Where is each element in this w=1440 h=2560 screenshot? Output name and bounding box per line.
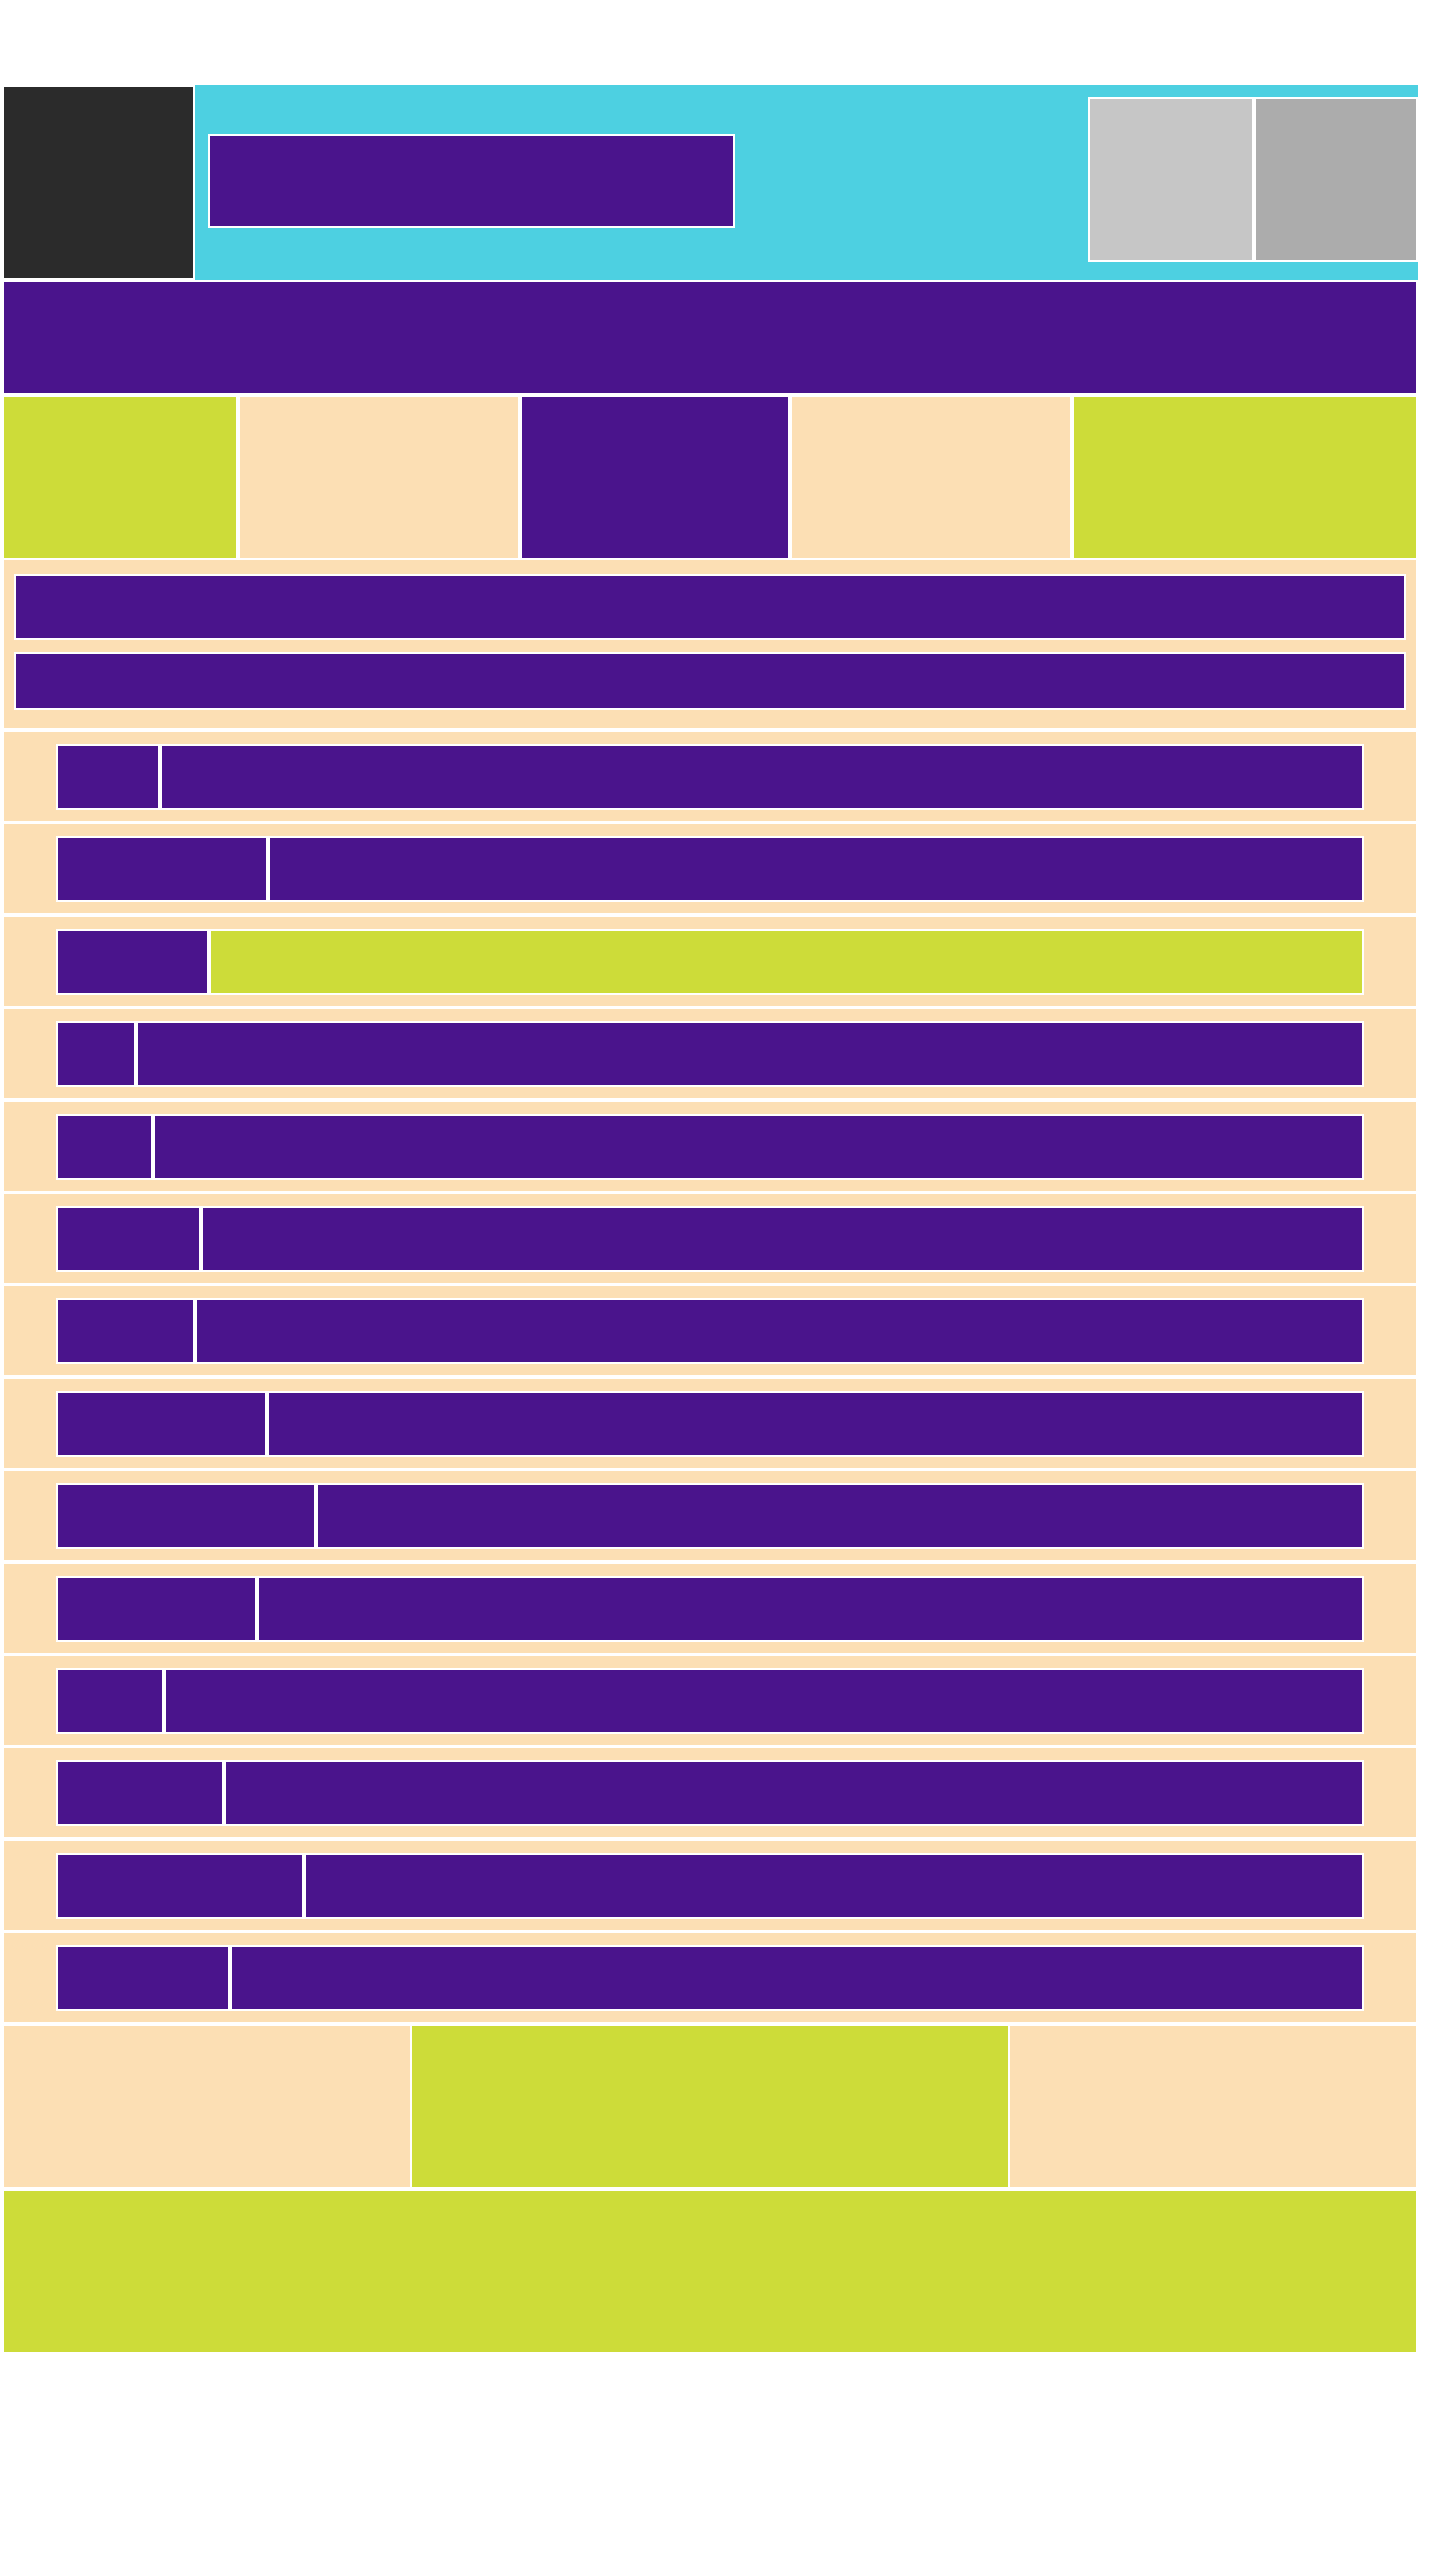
row-value-text (211, 931, 1362, 943)
row-value[interactable] (209, 929, 1364, 995)
tab-1[interactable] (2, 395, 238, 560)
row-label-text (58, 1393, 265, 1405)
row-value[interactable] (224, 1760, 1364, 1826)
section-title-text (16, 576, 1404, 588)
footer-center-button[interactable] (410, 2024, 1010, 2189)
row-value[interactable] (316, 1483, 1364, 1549)
row-label-text (58, 1485, 314, 1497)
row-value-text (162, 746, 1362, 758)
row-value[interactable] (267, 1391, 1364, 1457)
row-label-text (58, 1300, 193, 1312)
row-label-text (58, 746, 158, 758)
row-value[interactable] (153, 1114, 1364, 1180)
image-icon[interactable] (1254, 97, 1418, 262)
row-label (56, 1576, 257, 1642)
row-label-text (58, 838, 266, 850)
row-label (56, 1760, 224, 1826)
row-value[interactable] (160, 744, 1364, 810)
banner (2, 280, 1418, 395)
row-label (56, 929, 209, 995)
row-label (56, 1483, 316, 1549)
tab-5[interactable] (1072, 395, 1418, 560)
tab-label (240, 397, 518, 409)
row-value-text (269, 1393, 1362, 1405)
footer-center-text (412, 2026, 1008, 2038)
tab-label (522, 397, 788, 409)
footer-bar-text (4, 2191, 1416, 2203)
row-value-text (259, 1578, 1362, 1590)
header-title-text (210, 136, 733, 148)
row-value-text (197, 1300, 1362, 1312)
section-subtitle (14, 652, 1406, 710)
row-value-text (318, 1485, 1362, 1497)
header-title (208, 134, 735, 228)
row-value[interactable] (230, 1945, 1364, 2011)
row-value[interactable] (136, 1021, 1364, 1087)
row-label-text (58, 1208, 199, 1220)
row-label-text (58, 1670, 162, 1682)
section-title (14, 574, 1406, 640)
row-value[interactable] (201, 1206, 1364, 1272)
logo-text (4, 80, 24, 112)
tab-label (1074, 397, 1416, 409)
row-label (56, 1021, 136, 1087)
row-value-text (155, 1116, 1362, 1128)
row-label-text (58, 1116, 151, 1128)
row-label (56, 1853, 304, 1919)
banner-text (4, 282, 1416, 294)
tab-4[interactable] (790, 395, 1072, 560)
row-label (56, 1114, 153, 1180)
row-value-text (270, 838, 1362, 850)
tab-2[interactable] (238, 395, 520, 560)
row-value[interactable] (304, 1853, 1364, 1919)
tab-label (792, 397, 1070, 409)
row-label (56, 744, 160, 810)
row-label (56, 1668, 164, 1734)
row-label-text (58, 1023, 134, 1035)
row-label (56, 836, 268, 902)
section-subtitle-text (16, 654, 1404, 666)
row-value-text (306, 1855, 1362, 1867)
image-icon[interactable] (1088, 97, 1254, 262)
row-label-text (58, 1947, 228, 1959)
tab-3-active[interactable] (520, 395, 790, 560)
row-label-text (58, 931, 207, 943)
row-label (56, 1298, 195, 1364)
tab-label (4, 397, 236, 409)
row-label-text (58, 1578, 255, 1590)
row-value-text (138, 1023, 1362, 1035)
row-value-text (232, 1947, 1362, 1959)
row-value-text (226, 1762, 1362, 1774)
row-label (56, 1206, 201, 1272)
row-value[interactable] (195, 1298, 1364, 1364)
footer-bar[interactable] (2, 2189, 1418, 2354)
row-value-text (166, 1670, 1362, 1682)
row-label (56, 1945, 230, 2011)
logo[interactable] (2, 85, 195, 280)
row-value[interactable] (164, 1668, 1364, 1734)
row-label (56, 1391, 267, 1457)
row-value[interactable] (257, 1576, 1364, 1642)
row-value-text (203, 1208, 1362, 1220)
row-label-text (58, 1855, 302, 1867)
row-value[interactable] (268, 836, 1364, 902)
row-label-text (58, 1762, 222, 1774)
